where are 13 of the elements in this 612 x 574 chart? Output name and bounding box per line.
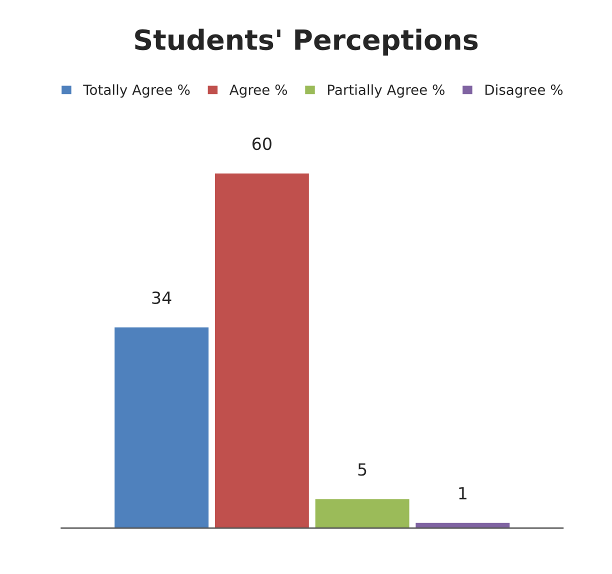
chart-title: Students' Perceptions — [135, 28, 478, 56]
legend-label: Disagree % — [485, 84, 563, 98]
legend-label: Agree % — [229, 84, 288, 98]
legend-label: Partially Agree % — [328, 84, 444, 98]
data-label: 60 — [252, 137, 272, 150]
bar — [214, 172, 310, 528]
data-label: 34 — [152, 291, 172, 304]
bar — [314, 498, 411, 528]
legend-label: Totally Agree % — [83, 84, 190, 98]
bar — [113, 326, 210, 528]
data-label: 1 — [459, 487, 466, 500]
data-label: 5 — [358, 463, 366, 476]
bar — [414, 521, 512, 528]
